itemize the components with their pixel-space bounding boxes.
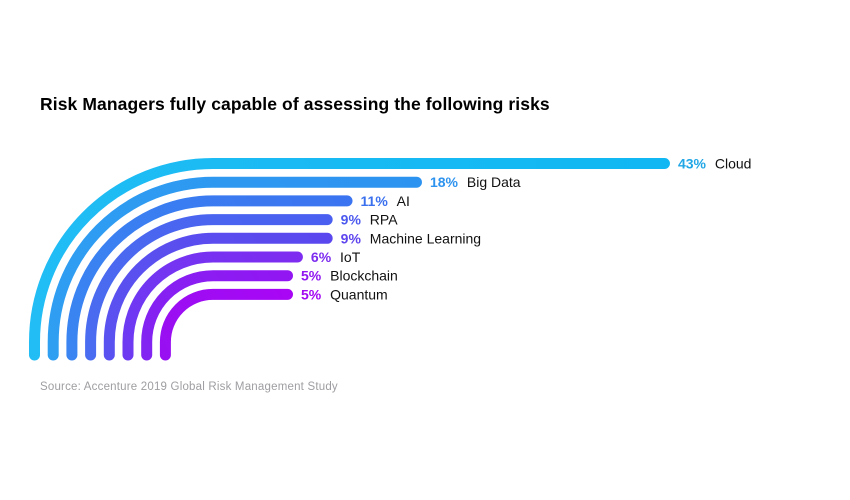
bar-cloud bbox=[29, 158, 670, 361]
bar-name-cloud: Cloud bbox=[711, 156, 751, 172]
bar-value-cloud: 43% bbox=[678, 156, 707, 172]
bar-label-iot: 6% IoT bbox=[311, 249, 361, 265]
bar-value-rpa: 9% bbox=[341, 212, 362, 228]
bar-ai bbox=[66, 195, 353, 361]
bar-quantum bbox=[159, 288, 293, 361]
bar-iot bbox=[122, 251, 303, 361]
bar-label-cloud: 43% Cloud bbox=[678, 156, 752, 172]
source-note: Source: Accenture 2019 Global Risk Manag… bbox=[40, 381, 338, 393]
bar-label-machine-learning: 9% Machine Learning bbox=[341, 230, 481, 246]
bar-label-ai: 11% AI bbox=[361, 193, 410, 209]
bar-name-big-data: Big Data bbox=[463, 174, 521, 190]
bar-value-ai: 11% bbox=[361, 193, 389, 209]
bar-value-iot: 6% bbox=[311, 249, 332, 265]
bar-label-rpa: 9% RPA bbox=[341, 212, 399, 228]
bar-label-blockchain: 5% Blockchain bbox=[301, 268, 398, 284]
bar-machine-learning bbox=[103, 232, 333, 361]
bar-name-quantum: Quantum bbox=[326, 286, 387, 302]
bar-blockchain bbox=[141, 270, 293, 361]
bar-name-rpa: RPA bbox=[366, 212, 398, 228]
bar-name-iot: IoT bbox=[336, 249, 361, 265]
bar-name-ai: AI bbox=[393, 193, 410, 209]
bar-name-machine-learning: Machine Learning bbox=[366, 230, 481, 246]
bar-rpa bbox=[85, 214, 333, 361]
bar-value-machine-learning: 9% bbox=[341, 230, 362, 246]
bar-big-data bbox=[47, 176, 422, 361]
bar-label-quantum: 5% Quantum bbox=[301, 286, 388, 302]
bar-label-big-data: 18% Big Data bbox=[430, 174, 521, 190]
bar-value-quantum: 5% bbox=[301, 286, 322, 302]
bar-name-blockchain: Blockchain bbox=[326, 268, 398, 284]
bar-value-blockchain: 5% bbox=[301, 268, 322, 284]
bar-value-big-data: 18% bbox=[430, 174, 459, 190]
chart-title: Risk Managers fully capable of assessing… bbox=[40, 94, 550, 114]
